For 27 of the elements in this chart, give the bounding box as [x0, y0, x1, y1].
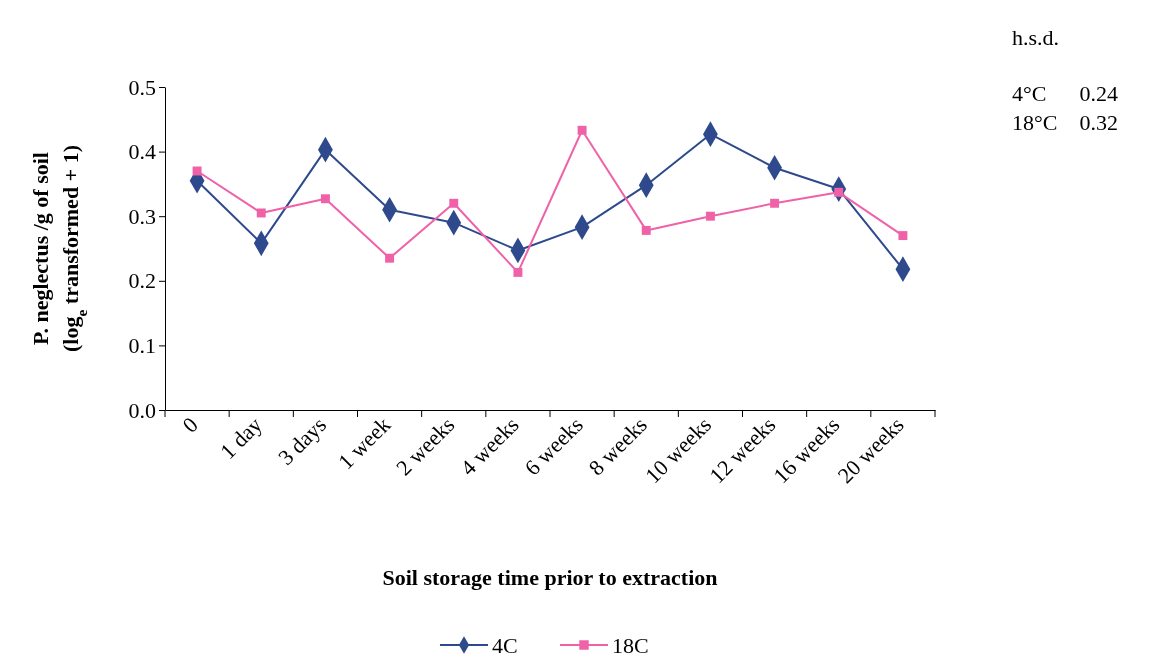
point: [385, 253, 395, 263]
y-tick-label: 0.0: [128, 397, 156, 423]
point: [513, 267, 523, 277]
legend-label: 4C: [492, 633, 518, 658]
text: h.s.d.: [1012, 25, 1060, 50]
x-axis-title: Soil storage time prior to extraction: [382, 565, 718, 590]
x-tick-label: 0: [177, 411, 203, 438]
point: [641, 225, 651, 235]
text: 18°C 0.32: [1012, 110, 1118, 135]
text: 4°C 0.24: [1012, 81, 1118, 106]
point: [320, 194, 330, 204]
point: [705, 211, 715, 221]
point: [577, 125, 587, 135]
x-tick-label: 1 week: [333, 411, 396, 475]
x-tick-label: 1 day: [215, 411, 267, 464]
point: [256, 208, 266, 218]
point: [770, 198, 780, 208]
y-tick-label: 0.2: [128, 268, 156, 294]
y-tick-label: 0.3: [128, 203, 156, 229]
y-tick-label: 0.1: [128, 332, 156, 358]
y-tick-label: 0.4: [128, 139, 156, 165]
point: [898, 231, 908, 241]
legend-label: 18C: [612, 633, 649, 658]
point: [449, 198, 459, 208]
point: [192, 166, 202, 176]
y-tick-label: 0.5: [128, 74, 156, 100]
x-tick-label: 3 days: [273, 411, 332, 470]
